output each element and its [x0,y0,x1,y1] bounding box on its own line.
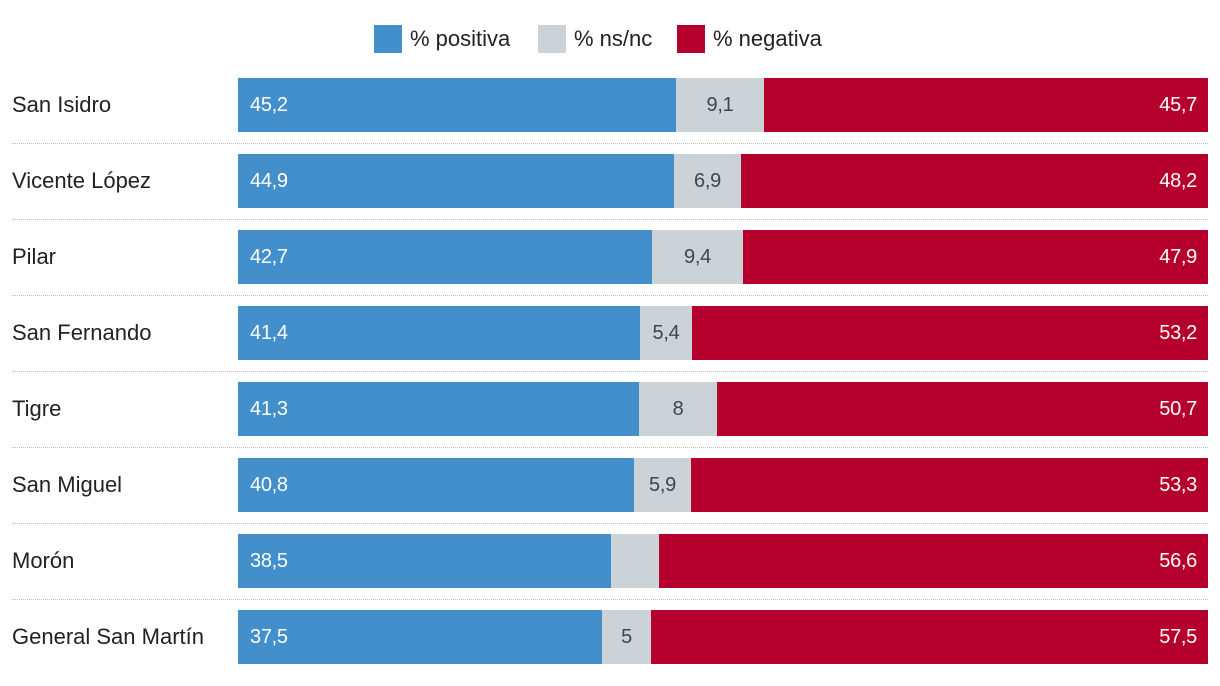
bar-positiva-vicente-lopez [238,154,674,208]
row-divider [12,295,1208,296]
row-divider [12,143,1208,144]
value-label-negativa-san-miguel: 53,3 [1159,474,1197,496]
bar-positiva-moron [238,534,611,588]
bar-nsnc-san-miguel [634,458,691,512]
category-label-san-isidro: San Isidro [12,92,112,117]
legend-label-nsnc: % ns/nc [574,26,653,51]
row-divider [12,523,1208,524]
bar-positiva-san-fernando [238,306,640,360]
bar-nsnc-vicente-lopez [674,154,741,208]
bar-negativa-tigre [717,382,1208,436]
value-label-negativa-san-fernando: 53,2 [1159,322,1197,344]
value-label-negativa-pilar: 47,9 [1159,246,1197,268]
row-divider [12,219,1208,220]
bar-negativa-san-miguel [691,458,1208,512]
category-label-pilar: Pilar [12,244,57,269]
value-label-positiva-vicente-lopez: 44,9 [250,170,288,192]
row-divider [12,371,1208,372]
legend-item-negativa: % negativa [677,24,822,54]
value-label-nsnc-vicente-lopez: 6,9 [694,170,721,192]
legend: % positiva % ns/nc % negativa [0,24,1220,54]
value-label-positiva-san-isidro: 45,2 [250,94,288,116]
category-label-moron: Morón [12,548,75,573]
bar-nsnc-moron [611,534,659,588]
value-label-positiva-pilar: 42,7 [250,246,288,268]
bar-positiva-general-san-martin [238,610,602,664]
bar-positiva-tigre [238,382,639,436]
bar-nsnc-pilar [652,230,743,284]
bar-nsnc-tigre [639,382,717,436]
row-divider [12,447,1208,448]
bar-negativa-san-isidro [764,78,1208,132]
legend-label-negativa: % negativa [713,26,822,51]
bar-negativa-general-san-martin [651,610,1208,664]
bar-positiva-san-miguel [238,458,634,512]
value-label-negativa-san-isidro: 45,7 [1159,94,1197,116]
value-label-nsnc-san-miguel: 5,9 [649,474,676,496]
legend-swatch-nsnc [538,25,566,53]
category-label-san-fernando: San Fernando [12,320,152,345]
value-label-positiva-tigre: 41,3 [250,398,288,420]
value-label-nsnc-general-san-martin: 5 [621,626,632,648]
category-label-vicente-lopez: Vicente López [12,168,152,193]
value-label-nsnc-pilar: 9,4 [684,246,711,268]
value-label-positiva-san-fernando: 41,4 [250,322,288,344]
legend-label-positiva: % positiva [410,26,511,51]
bar-negativa-san-fernando [692,306,1208,360]
bar-negativa-pilar [743,230,1208,284]
value-label-positiva-general-san-martin: 37,5 [250,626,288,648]
legend-item-nsnc: % ns/nc [538,24,652,54]
bar-nsnc-general-san-martin [602,610,651,664]
value-label-positiva-san-miguel: 40,8 [250,474,288,496]
legend-swatch-positiva [374,25,402,53]
bar-nsnc-san-fernando [640,306,692,360]
bar-positiva-san-isidro [238,78,676,132]
value-label-positiva-moron: 38,5 [250,550,288,572]
bar-negativa-vicente-lopez [741,154,1208,208]
value-label-nsnc-san-fernando: 5,4 [652,322,680,344]
legend-item-positiva: % positiva [374,24,510,54]
value-label-negativa-tigre: 50,7 [1159,398,1197,420]
legend-swatch-negativa [677,25,705,53]
row-divider [12,599,1208,600]
value-label-nsnc-tigre: 8 [672,398,684,420]
category-label-san-miguel: San Miguel [12,472,123,497]
bar-nsnc-san-isidro [676,78,764,132]
value-label-nsnc-san-isidro: 9,1 [706,94,734,116]
bar-positiva-pilar [238,230,652,284]
value-label-negativa-vicente-lopez: 48,2 [1159,170,1197,192]
category-label-general-san-martin: General San Martín [12,624,204,649]
bar-negativa-moron [659,534,1208,588]
value-label-negativa-moron: 56,6 [1159,550,1197,572]
category-label-tigre: Tigre [12,396,62,421]
value-label-negativa-general-san-martin: 57,5 [1159,626,1197,648]
